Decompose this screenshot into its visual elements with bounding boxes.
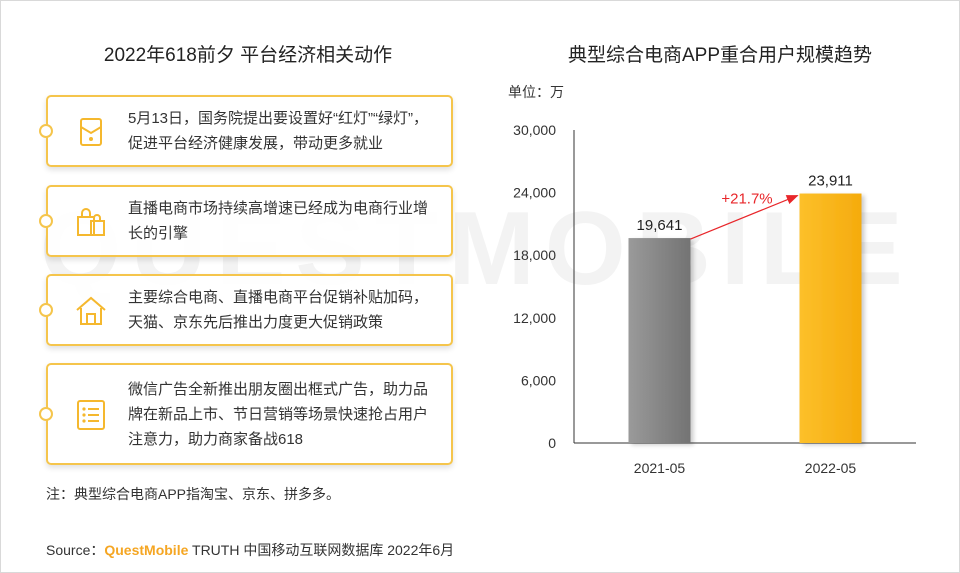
growth-label: +21.7% [721,191,772,208]
x-tick-label: 2022-05 [805,460,857,476]
chart-title: 典型综合电商APP重合用户规模趋势 [567,45,873,66]
y-tick-label: 24,000 [513,185,556,201]
card-text: 5月13日，国务院提出要设置好“红灯”“绿灯”，促进平台经济健康发展，带动更多就… [128,110,429,152]
card-text: 主要综合电商、直播电商平台促销补贴加码，天猫、京东先后推出力度更大促销政策 [128,289,429,331]
bar-2022-05 [799,193,862,443]
list-icon [74,398,108,432]
action-card-1: 5月13日，国务院提出要设置好“红灯”“绿灯”，促进平台经济健康发展，带动更多就… [39,95,453,167]
value-label: 23,911 [808,173,853,190]
shopping-bag-icon [74,205,108,239]
y-tick-label: 30,000 [513,122,556,138]
growth-arrow [690,194,799,240]
card-text: 微信广告全新推出朋友圈出框式广告，助力品牌在新品上市、节日营销等场景快速抢占用户… [128,381,429,448]
y-tick-label: 12,000 [513,310,556,326]
house-icon [74,294,108,328]
action-card-2: 直播电商市场持续高增速已经成为电商行业增长的引擎 [39,185,453,257]
envelope-icon [74,115,108,149]
y-tick-label: 0 [548,435,556,451]
y-tick-label: 18,000 [513,247,556,263]
card-connector-dot [39,124,53,138]
card-text: 直播电商市场持续高增速已经成为电商行业增长的引擎 [128,200,429,242]
card-connector-dot [39,214,53,228]
action-card-4: 微信广告全新推出朋友圈出框式广告，助力品牌在新品上市、节日营销等场景快速抢占用户… [39,363,453,465]
footnote: 注：典型综合电商APP指淘宝、京东、拼多多。 [46,486,341,502]
source-suffix: TRUTH 中国移动互联网数据库 2022年6月 [188,542,455,558]
value-label: 19,641 [637,217,683,234]
card-connector-dot [39,303,53,317]
source-line: Source：QuestMobile TRUTH 中国移动互联网数据库 2022… [46,540,454,560]
action-card-3: 主要综合电商、直播电商平台促销补贴加码，天猫、京东先后推出力度更大促销政策 [39,274,453,346]
left-panel-title: 2022年618前夕 平台经济相关动作 [103,45,393,66]
source-brand: QuestMobile [104,542,189,558]
source-prefix: Source： [46,542,105,558]
card-connector-dot [39,407,53,421]
unit-label: 单位：万 [508,84,564,100]
bar-chart: 0 6,000 12,000 18,000 24,000 30,000 19,641 202… [513,122,916,476]
y-tick-label: 6,000 [521,372,556,388]
x-tick-label: 2021-05 [634,460,686,476]
bar-2021-05 [628,238,691,443]
